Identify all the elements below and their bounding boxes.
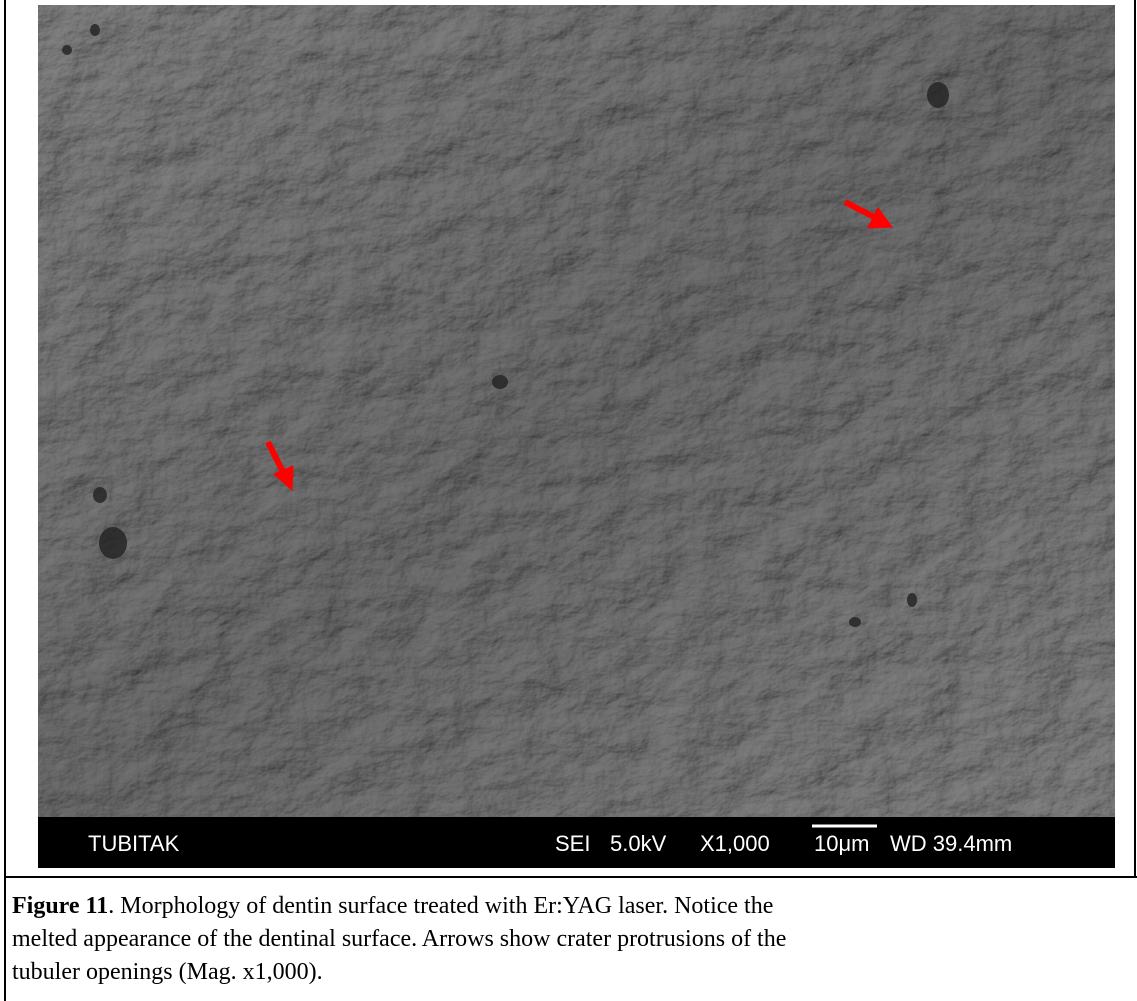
- info-label: SEI: [555, 831, 590, 856]
- info-label: X1,000: [700, 831, 770, 856]
- info-label: WD 39.4mm: [890, 831, 1012, 856]
- info-label: 5.0kV: [610, 831, 667, 856]
- figure: TUBITAK SEI 5.0kV X1,000 10μm WD 39.4mm …: [0, 0, 1137, 1001]
- caption-line: tubuler openings (Mag. x1,000).: [12, 959, 323, 985]
- caption-line: melted appearance of the dentinal surfac…: [12, 926, 786, 952]
- caption-text: . Morphology of dentin surface treated w…: [108, 893, 773, 919]
- caption-line: Figure 11. Morphology of dentin surface …: [12, 893, 773, 919]
- surface-shade: [38, 5, 1115, 817]
- info-label: TUBITAK: [88, 831, 180, 856]
- sem-image: TUBITAK SEI 5.0kV X1,000 10μm WD 39.4mm: [38, 5, 1115, 868]
- scale-label: 10μm: [814, 831, 869, 856]
- figure-label: Figure 11: [12, 893, 108, 919]
